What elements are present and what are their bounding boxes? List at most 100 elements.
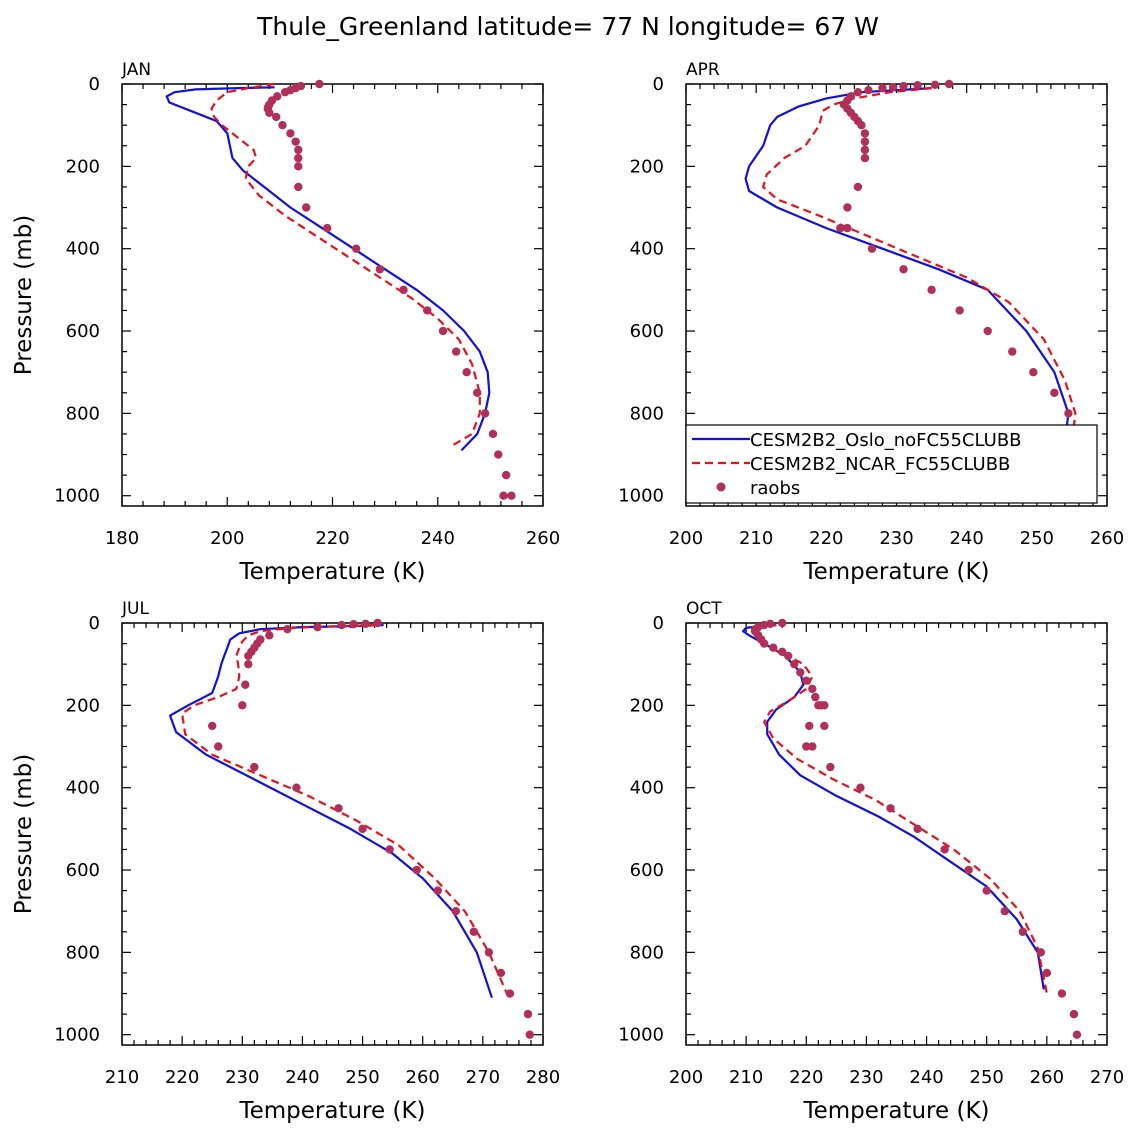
raobs-point [294, 162, 303, 171]
y-tick-label: 200 [630, 695, 664, 716]
y-tick-label: 600 [66, 860, 100, 881]
legend-label-ncar: CESM2B2_NCAR_FC55CLUBB [750, 454, 1010, 475]
raobs-point [913, 81, 922, 90]
y-axis-label: Pressure (mb) [11, 215, 37, 375]
raobs-point [499, 491, 508, 500]
raobs-point [1029, 367, 1038, 377]
raobs-point [913, 824, 922, 834]
x-axis-label: Temperature (K) [802, 559, 989, 585]
y-tick-label: 0 [89, 613, 100, 634]
y-tick-label: 0 [653, 74, 664, 95]
legend-label-oslo: CESM2B2_Oslo_noFC55CLUBB [750, 430, 1022, 451]
x-tick-label: 220 [165, 1067, 199, 1088]
raobs-point [349, 620, 358, 629]
x-tick-label: 200 [669, 1067, 703, 1088]
raobs-point [878, 83, 887, 93]
raobs-point [473, 388, 482, 397]
y-tick-label: 400 [66, 778, 100, 799]
raobs-point [944, 79, 954, 89]
raobs-point [507, 491, 516, 500]
x-tick-label: 200 [210, 528, 244, 549]
raobs-point [860, 129, 870, 138]
plot-frame [121, 83, 544, 507]
x-tick-label: 270 [1090, 1067, 1124, 1088]
plot-frame [121, 622, 544, 1046]
raobs-point [802, 742, 811, 751]
legend: CESM2B2_Oslo_noFC55CLUBB CESM2B2_NCAR_FC… [685, 424, 1098, 504]
raobs-point [361, 619, 370, 629]
x-tick-label: 280 [526, 1067, 560, 1088]
raobs-point [864, 85, 873, 95]
raobs-point [238, 701, 247, 710]
x-tick-label: 230 [849, 1067, 883, 1088]
y-tick-label: 200 [66, 156, 100, 177]
x-tick-label: 210 [105, 1067, 139, 1088]
raobs-point [820, 701, 829, 710]
x-tick-label: 220 [315, 528, 349, 549]
y-tick-label: 1000 [54, 486, 100, 507]
raobs-point [796, 668, 805, 677]
y-tick-label: 800 [630, 403, 664, 424]
raobs-point [488, 429, 498, 439]
raobs-point [484, 948, 494, 957]
y-tick-label: 200 [630, 156, 664, 177]
raobs-point [808, 742, 817, 751]
raobs-point [208, 721, 217, 731]
series-line-ncar [181, 624, 508, 994]
raobs-point [280, 88, 290, 97]
y-tick-label: 400 [630, 778, 664, 799]
plot-frame [685, 622, 1108, 1046]
raobs-point [964, 865, 973, 875]
y-tick-label: 400 [630, 239, 664, 260]
raobs-point [982, 886, 991, 895]
raobs-point [983, 326, 992, 336]
y-tick-label: 800 [66, 942, 100, 963]
raobs-point [323, 223, 332, 233]
raobs-point [451, 906, 460, 916]
raobs-point [899, 81, 908, 91]
raobs-point [523, 1009, 533, 1019]
raobs-point [826, 762, 835, 772]
x-axis-label: Temperature (K) [802, 1098, 989, 1124]
raobs-point [1042, 968, 1052, 978]
y-axis-label: Pressure (mb) [11, 754, 37, 914]
series-line-oslo [741, 624, 1045, 990]
y-tick-label: 800 [630, 942, 664, 963]
panel-label: JUL [121, 599, 149, 619]
raobs-point [373, 618, 382, 628]
x-tick-label: 180 [105, 528, 139, 549]
x-tick-label: 260 [526, 528, 560, 549]
y-tick-label: 400 [66, 239, 100, 260]
legend-label-raobs: raobs [750, 478, 800, 499]
x-tick-label: 260 [406, 1067, 440, 1088]
y-tick-label: 1000 [618, 486, 664, 507]
raobs-point [836, 223, 845, 233]
raobs-point [1050, 388, 1059, 397]
raobs-point [286, 129, 295, 138]
raobs-point [927, 285, 936, 295]
raobs-point [505, 989, 515, 998]
raobs-point [886, 804, 895, 813]
raobs-point [385, 845, 394, 854]
y-tick-label: 1000 [54, 1025, 100, 1046]
raobs-point [1018, 927, 1027, 936]
raobs-point [860, 153, 870, 163]
raobs-point [337, 620, 346, 630]
raobs-point [1036, 948, 1046, 957]
raobs-point [494, 450, 503, 459]
x-tick-label: 260 [1090, 528, 1124, 549]
raobs-point [244, 651, 253, 661]
x-tick-label: 210 [739, 528, 773, 549]
raobs-point [399, 285, 408, 295]
raobs-point [438, 326, 448, 336]
panel-apr: APR 200 210 220 230 240 250 260 0 200 400 600 800 100… [618, 60, 1124, 585]
raobs-point [784, 651, 793, 661]
raobs-point [1057, 989, 1067, 998]
raobs-point [469, 927, 479, 936]
raobs-point [805, 721, 814, 731]
raobs-point [301, 203, 311, 212]
panel-jan: JAN 180 200 220 240 260 0 200 400 600 800 1000 Tempe… [11, 60, 560, 585]
raobs-point [853, 88, 863, 97]
raobs-point [351, 244, 361, 253]
